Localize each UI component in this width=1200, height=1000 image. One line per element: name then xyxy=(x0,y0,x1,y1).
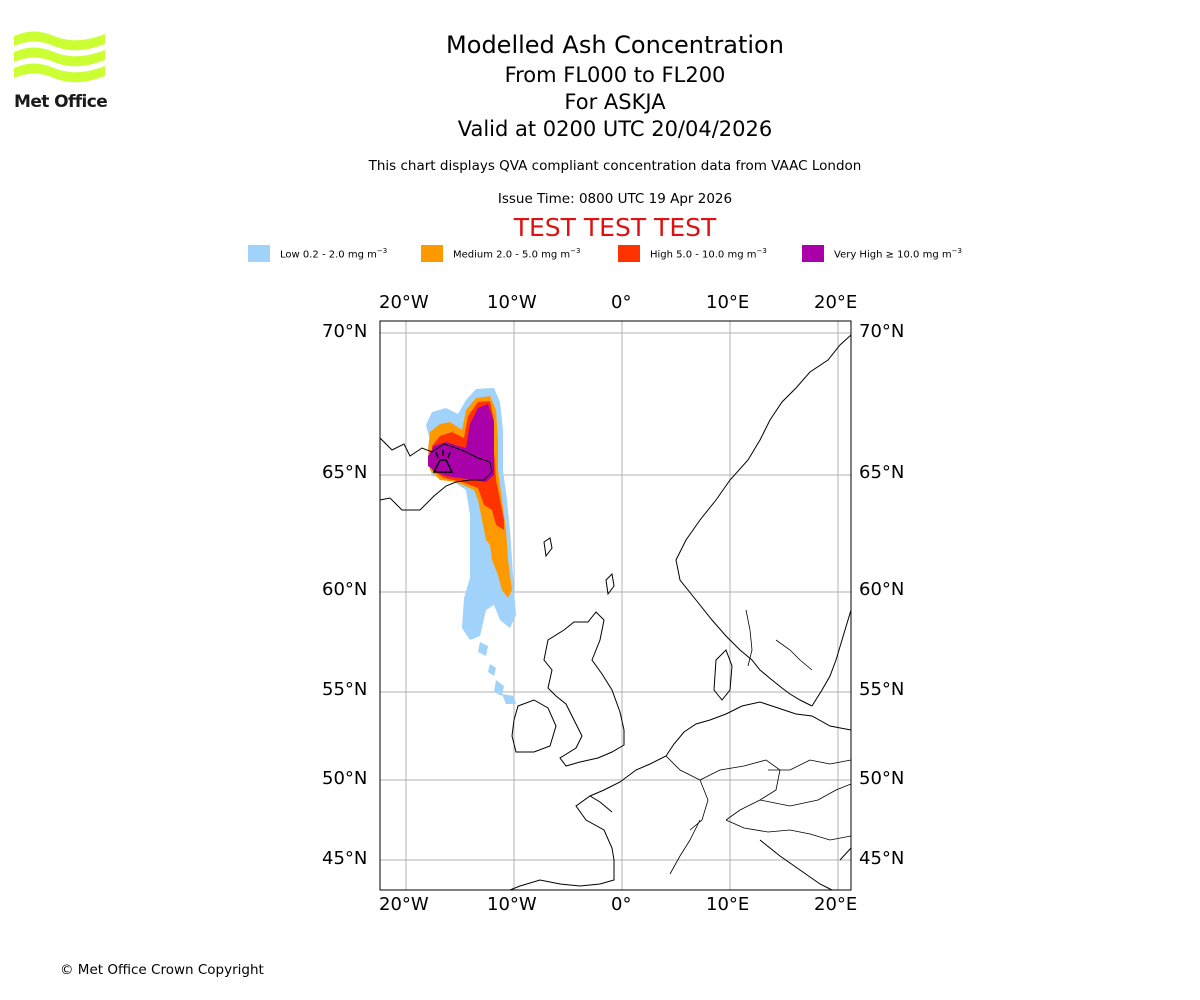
lat-tick-left-45n: 45°N xyxy=(322,848,368,869)
lat-tick-left-70n: 70°N xyxy=(322,321,368,342)
lat-tick-left-50n: 50°N xyxy=(322,768,368,789)
flight-level-range: From FL000 to FL200 xyxy=(504,63,726,87)
chart-description: This chart displays QVA compliant concen… xyxy=(368,158,862,174)
borders xyxy=(665,609,851,875)
valid-time: Valid at 0200 UTC 20/04/2026 xyxy=(457,117,773,141)
lon-tick-top-20e: 20°E xyxy=(814,292,858,313)
met-office-logo-text: Met Office xyxy=(14,92,108,112)
legend-label-low: Low 0.2 - 2.0 mg m−3 xyxy=(280,247,388,261)
legend-label-medium: Medium 2.0 - 5.0 mg m−3 xyxy=(453,247,581,261)
chart-title: Modelled Ash Concentration xyxy=(446,31,784,59)
lon-tick-bottom-20e: 20°E xyxy=(814,894,858,915)
lat-tick-right-50n: 50°N xyxy=(859,768,905,789)
legend-swatch-very-high xyxy=(802,245,824,262)
legend-swatch-medium xyxy=(421,245,443,262)
lon-tick-bottom-10w: 10°W xyxy=(487,894,537,915)
legend-label-very-high: Very High ≥ 10.0 mg m−3 xyxy=(834,247,962,261)
lon-tick-bottom-10e: 10°E xyxy=(706,894,750,915)
copyright-notice: © Met Office Crown Copyright xyxy=(60,962,264,978)
lat-tick-right-60n: 60°N xyxy=(859,579,905,600)
legend-swatch-low xyxy=(248,245,270,262)
lat-tick-right-55n: 55°N xyxy=(859,679,905,700)
lat-tick-left-65n: 65°N xyxy=(322,462,368,483)
lon-tick-bottom-20w: 20°W xyxy=(379,894,429,915)
legend-label-high: High 5.0 - 10.0 mg m−3 xyxy=(650,247,767,261)
lat-tick-right-45n: 45°N xyxy=(859,848,905,869)
lon-tick-top-20w: 20°W xyxy=(379,292,429,313)
ash-very-high xyxy=(428,404,494,482)
issue-time: Issue Time: 0800 UTC 19 Apr 2026 xyxy=(497,191,733,207)
lon-tick-top-10e: 10°E xyxy=(706,292,750,313)
map-frame xyxy=(379,320,852,891)
lat-tick-right-65n: 65°N xyxy=(859,462,905,483)
lon-tick-bottom-0: 0° xyxy=(611,894,632,915)
test-banner: TEST TEST TEST xyxy=(513,213,717,242)
volcano-name: For ASKJA xyxy=(564,90,666,114)
lat-tick-left-55n: 55°N xyxy=(322,679,368,700)
lat-tick-right-70n: 70°N xyxy=(859,321,905,342)
met-office-logo xyxy=(14,31,105,83)
lon-tick-top-0: 0° xyxy=(611,292,632,313)
lat-tick-left-60n: 60°N xyxy=(322,579,368,600)
lon-tick-top-10w: 10°W xyxy=(487,292,537,313)
volcano-marker xyxy=(432,450,454,473)
legend-swatch-high xyxy=(618,245,640,262)
graticule xyxy=(380,321,851,890)
coastlines xyxy=(380,334,851,890)
